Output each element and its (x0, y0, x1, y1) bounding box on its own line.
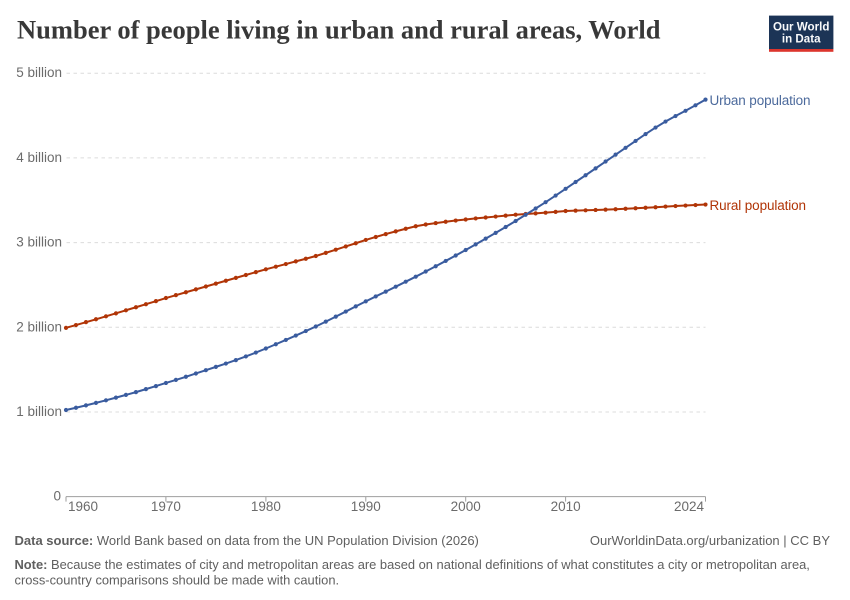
svg-text:4 billion: 4 billion (16, 150, 62, 165)
svg-text:1990: 1990 (351, 499, 381, 514)
svg-text:1970: 1970 (151, 499, 181, 514)
svg-text:2024: 2024 (674, 499, 705, 514)
svg-text:3 billion: 3 billion (16, 235, 62, 250)
svg-text:Number of people living in urb: Number of people living in urban and rur… (17, 15, 661, 45)
svg-text:Rural population: Rural population (710, 198, 806, 213)
svg-text:cross-country comparisons shou: cross-country comparisons should be made… (15, 573, 340, 588)
svg-text:2 billion: 2 billion (16, 319, 62, 334)
svg-text:Urban population: Urban population (710, 93, 811, 108)
svg-text:OurWorldinData.org/urbanizatio: OurWorldinData.org/urbanization | CC BY (590, 533, 830, 548)
svg-text:1980: 1980 (251, 499, 281, 514)
svg-text:Note: Because the estimates of: Note: Because the estimates of city and … (15, 557, 810, 572)
svg-text:1 billion: 1 billion (16, 404, 62, 419)
svg-text:0: 0 (53, 489, 61, 504)
svg-text:Our World: Our World (773, 20, 829, 33)
svg-text:2000: 2000 (451, 499, 481, 514)
svg-text:2010: 2010 (551, 499, 581, 514)
svg-text:5 billion: 5 billion (16, 65, 62, 80)
svg-text:Data source: World Bank based: Data source: World Bank based on data fr… (15, 533, 479, 548)
svg-text:1960: 1960 (68, 499, 98, 514)
svg-text:in Data: in Data (782, 33, 821, 46)
